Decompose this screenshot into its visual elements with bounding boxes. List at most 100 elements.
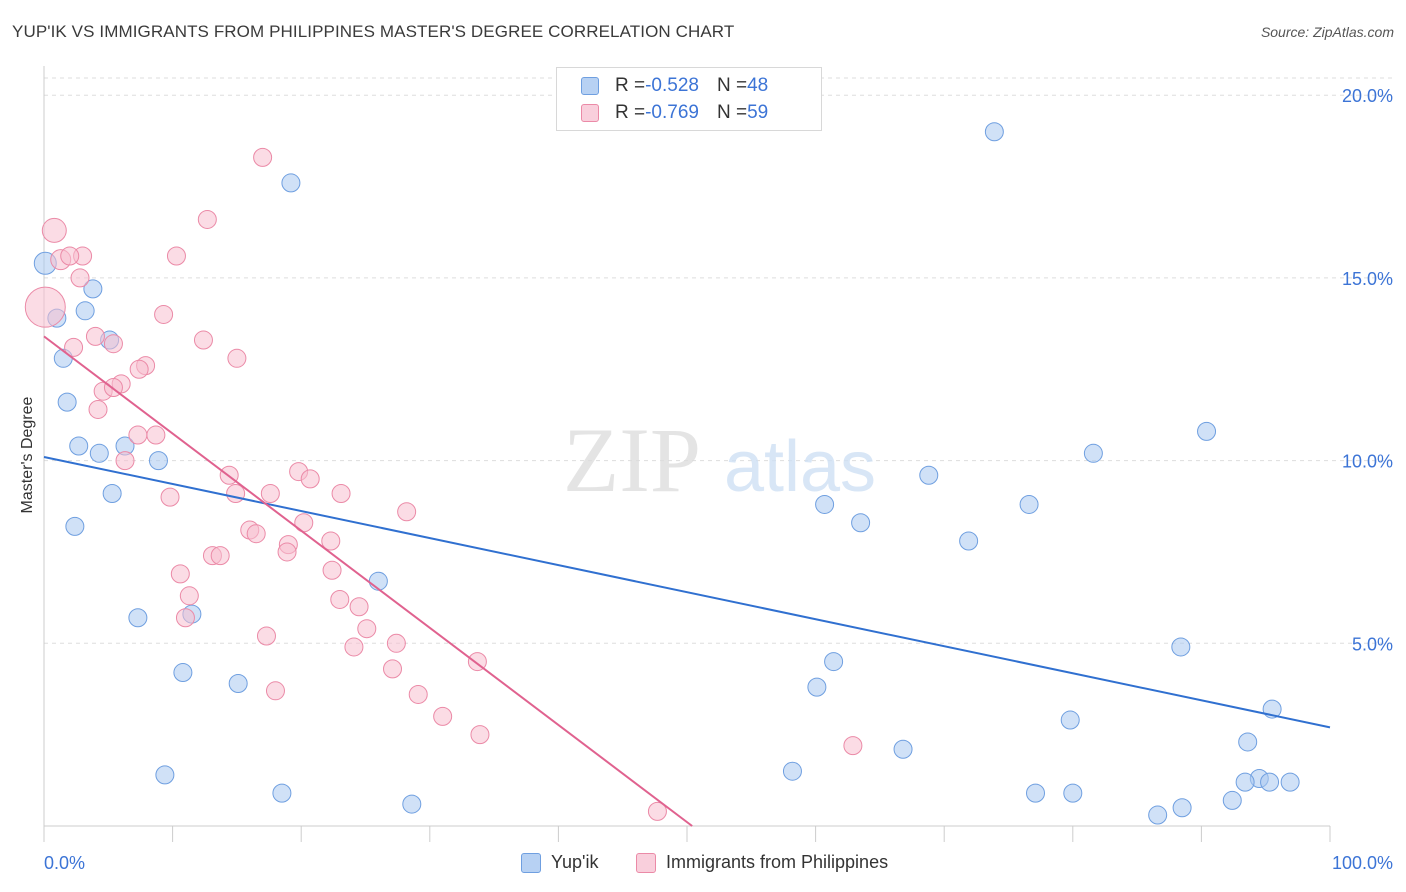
data-point-philippines (226, 484, 246, 503)
data-point-yupik (984, 122, 1004, 142)
data-point-yupik (1148, 805, 1168, 825)
chart-title: YUP'IK VS IMMIGRANTS FROM PHILIPPINES MA… (12, 22, 735, 41)
data-point-philippines (227, 348, 247, 368)
data-point-yupik (228, 674, 248, 693)
data-point-philippines (322, 560, 342, 580)
trend-line-philippines (43, 335, 693, 827)
data-point-philippines (170, 564, 190, 584)
data-point-philippines (41, 217, 67, 243)
x-tick-label: 100.0% (1332, 853, 1393, 873)
trend-lines (43, 335, 1331, 827)
data-point-yupik (57, 392, 77, 412)
y-tick-label: 10.0% (1342, 452, 1393, 472)
data-point-yupik (1280, 772, 1300, 792)
watermark: ZIP atlas (563, 409, 876, 511)
data-point-yupik (1060, 710, 1080, 730)
axes (43, 66, 1331, 842)
data-point-yupik (155, 765, 175, 785)
data-point-yupik (1063, 783, 1083, 803)
data-point-yupik (65, 516, 85, 536)
data-point-yupik (824, 652, 844, 672)
data-point-philippines (397, 502, 417, 522)
legend-swatch-pink (581, 104, 599, 122)
data-point-philippines (321, 531, 341, 551)
y-axis-label: Master's Degree (19, 396, 36, 514)
data-point-yupik (959, 531, 979, 551)
data-point-philippines (64, 337, 84, 357)
data-point-philippines (265, 681, 285, 701)
data-point-yupik (69, 436, 89, 456)
data-point-philippines (129, 359, 149, 379)
data-point-yupik (148, 451, 168, 471)
data-point-philippines (330, 589, 350, 609)
data-point-yupik (1235, 772, 1255, 792)
data-point-philippines (88, 399, 108, 419)
watermark-atlas: atlas (724, 427, 876, 507)
data-point-philippines (256, 626, 276, 646)
data-point-philippines (154, 304, 174, 324)
y-tick-label: 15.0% (1342, 269, 1393, 289)
data-point-philippines (383, 659, 403, 679)
legend-n-label: N = (716, 75, 748, 96)
grid-lines (44, 77, 1392, 644)
data-point-yupik (1172, 798, 1192, 818)
watermark-zip: ZIP (563, 409, 701, 511)
data-point-philippines (260, 484, 280, 503)
data-point-philippines (103, 334, 123, 354)
data-point-philippines (331, 484, 351, 503)
data-points (24, 122, 1300, 825)
legend-row-yupik: R = -0.528 N = 48 (581, 73, 768, 99)
data-point-yupik (402, 794, 422, 814)
series-legend-philippines: Immigrants from Philippines (636, 852, 888, 873)
series-swatch-blue (521, 852, 541, 873)
data-point-philippines (24, 286, 66, 328)
data-point-philippines (70, 268, 90, 288)
data-point-yupik (893, 739, 913, 759)
data-point-philippines (253, 147, 273, 167)
data-point-yupik (807, 677, 827, 697)
series-label-philippines: Immigrants from Philippines (666, 852, 889, 872)
legend-n-value-philippines: 59 (747, 102, 769, 123)
legend-n-label: N = (716, 102, 748, 123)
series-label-yupik: Yup'ik (551, 852, 599, 872)
legend-n-value-yupik: 48 (747, 75, 769, 96)
data-point-yupik (851, 513, 871, 533)
data-point-yupik (1238, 732, 1258, 752)
data-point-philippines (115, 451, 135, 471)
data-point-philippines (193, 330, 213, 350)
data-point-philippines (179, 586, 199, 606)
series-legend-yupik: Yup'ik (521, 852, 598, 873)
data-point-yupik (128, 608, 148, 628)
data-point-yupik (102, 484, 122, 503)
data-point-yupik (75, 301, 95, 321)
data-point-yupik (368, 571, 388, 591)
data-point-philippines (300, 469, 320, 489)
data-point-yupik (83, 279, 103, 299)
legend-swatch-blue (581, 77, 599, 95)
trend-line-yupik (43, 455, 1331, 729)
data-point-yupik (1019, 494, 1039, 514)
legend-row-philippines: R = -0.769 N = 59 (581, 100, 768, 126)
data-point-philippines (470, 725, 490, 745)
legend-r-value-philippines: -0.769 (645, 102, 699, 123)
data-point-philippines (60, 246, 80, 266)
data-point-philippines (349, 597, 369, 617)
legend-r-label: R = (615, 102, 646, 123)
data-point-yupik (281, 173, 301, 193)
source-credit: Source: ZipAtlas.com (1260, 24, 1394, 40)
data-point-yupik (1260, 772, 1280, 792)
data-point-philippines (160, 487, 180, 507)
data-point-yupik (1222, 790, 1242, 810)
data-point-philippines (146, 425, 166, 445)
data-point-yupik (1197, 421, 1217, 441)
data-point-philippines (386, 633, 406, 653)
data-point-yupik (815, 494, 835, 514)
data-point-philippines (246, 524, 266, 544)
legend-r-label: R = (615, 75, 646, 96)
tick-labels: 5.0% 10.0% 15.0% 20.0% 0.0% 100.0% (44, 86, 1393, 873)
legend-r-value-yupik: -0.528 (645, 75, 699, 96)
data-point-yupik (173, 663, 193, 683)
data-point-philippines (843, 736, 863, 756)
data-point-yupik (1171, 637, 1191, 657)
